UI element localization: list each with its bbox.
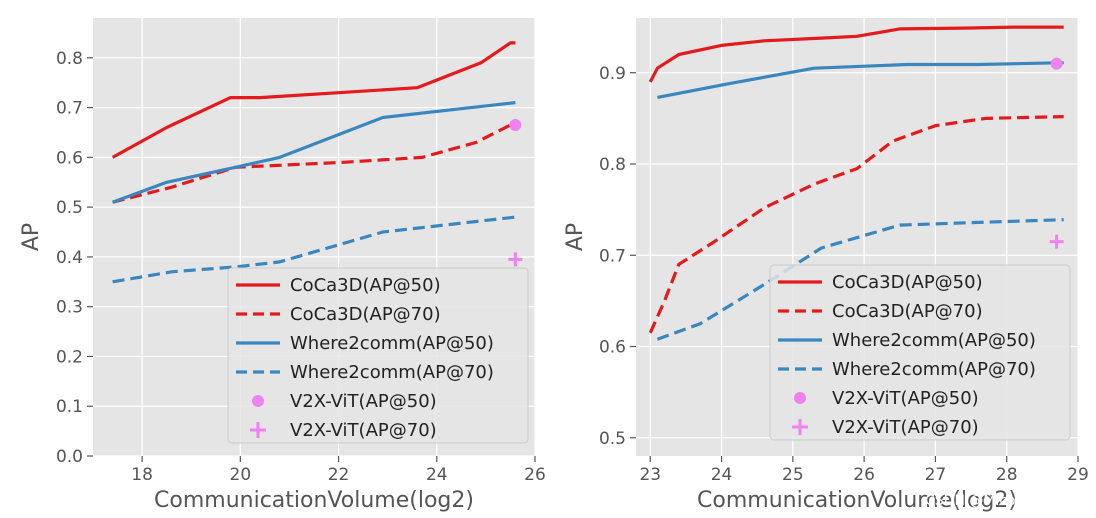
y-axis-label: AP	[19, 223, 44, 251]
y-tick-label: 0.3	[56, 298, 83, 318]
series-point-plus	[1049, 234, 1064, 249]
legend-label: CoCa3D(AP@50)	[832, 272, 983, 293]
x-tick-label: 23	[639, 465, 661, 485]
legend-box	[227, 267, 529, 444]
x-tick-label: 25	[782, 465, 804, 485]
x-tick-label: 28	[996, 465, 1018, 485]
x-tick-label: 22	[328, 465, 350, 485]
legend-label: Where2comm(AP@50)	[290, 333, 494, 354]
series-line	[648, 115, 1064, 334]
y-tick-label: 0.2	[56, 347, 83, 367]
series-line	[112, 121, 517, 204]
x-tick-label: 20	[230, 465, 252, 485]
y-tick-label: 0.5	[56, 198, 83, 218]
series-line	[657, 61, 1064, 99]
series-line	[111, 41, 516, 159]
series-line	[648, 25, 1064, 83]
legend-label: Where2comm(AP@50)	[832, 330, 1036, 351]
legend-box	[769, 264, 1071, 441]
legend-label: V2X-ViT(AP@70)	[290, 420, 437, 441]
y-tick-label: 0.6	[56, 148, 83, 168]
x-tick-label: 26	[853, 465, 875, 485]
legend-label: CoCa3D(AP@70)	[832, 301, 983, 322]
y-tick-label: 0.4	[56, 248, 83, 268]
x-tick-label: 24	[426, 465, 448, 485]
legend-handle	[250, 422, 266, 438]
x-tick-label: 24	[711, 465, 733, 485]
series-point-plus	[508, 252, 523, 267]
x-tick-label: 29	[1067, 465, 1089, 485]
x-tick-label: 18	[131, 465, 153, 485]
y-tick-label: 0.8	[56, 49, 83, 69]
y-tick-label: 0.0	[56, 447, 83, 467]
y-tick-label: 0.9	[599, 64, 626, 84]
y-tick-label: 0.1	[56, 397, 83, 417]
series-line	[112, 101, 516, 204]
y-tick-label: 0.7	[56, 99, 83, 119]
series-point-circle	[509, 119, 522, 132]
legend-label: V2X-ViT(AP@50)	[832, 388, 979, 409]
y-tick-label: 0.5	[599, 429, 626, 449]
legend-label: V2X-ViT(AP@70)	[832, 417, 979, 438]
legend-label: V2X-ViT(AP@50)	[290, 391, 437, 412]
x-axis-label: CommunicationVolume(log2)	[697, 488, 1017, 513]
legend-handle	[794, 392, 806, 404]
series-line	[656, 218, 1064, 341]
y-axis-label: AP	[563, 223, 588, 251]
legend-label: CoCa3D(AP@70)	[290, 304, 441, 325]
y-tick-label: 0.8	[599, 155, 626, 175]
legend-handle	[252, 395, 264, 407]
x-tick-label: 27	[925, 465, 947, 485]
right-chart-panel: 0.5 0.6 0.7 0.8 0.9 23 24 25 26 27 28 29 Communicati…	[563, 18, 1089, 513]
y-tick-label: 0.6	[599, 338, 626, 358]
watermark-text: CSDN @Micosoft143	[925, 493, 1068, 509]
x-axis-label: CommunicationVolume(log2)	[154, 488, 474, 513]
legend-label: Where2comm(AP@70)	[832, 359, 1036, 380]
series-line	[112, 215, 516, 284]
legend-label: CoCa3D(AP@50)	[290, 275, 441, 296]
y-tick-label: 0.7	[599, 246, 626, 266]
legend-handle	[792, 419, 808, 435]
left-chart-panel: 0.0 0.1 0.2 0.3 0.4 0.5 0.6 0.7 0.8 18 20 22 24 26 Com…	[19, 18, 546, 513]
series-point-circle	[1050, 57, 1063, 70]
x-tick-label: 26	[524, 465, 546, 485]
legend-label: Where2comm(AP@70)	[290, 362, 494, 383]
